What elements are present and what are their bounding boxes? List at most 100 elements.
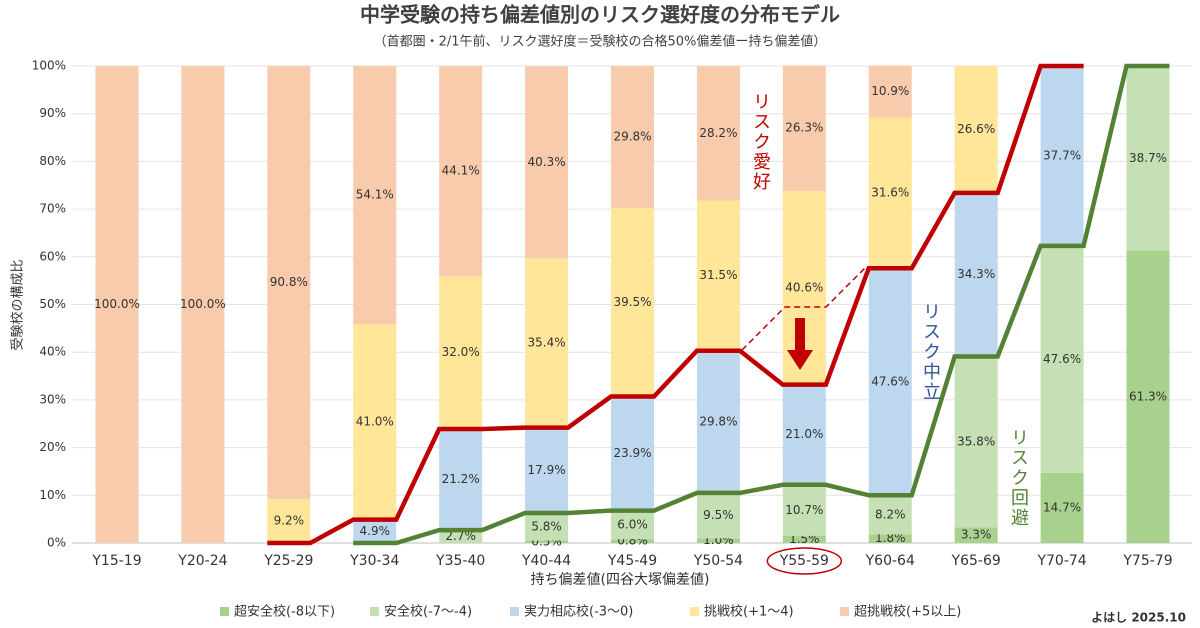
bar-segment <box>696 200 740 351</box>
y-tick-label: 80% <box>39 154 66 168</box>
legend-swatch <box>840 607 849 616</box>
bar-segment <box>353 66 397 325</box>
value-label: 10.7% <box>785 503 823 517</box>
bar-segment <box>1040 472 1084 543</box>
x-tick-label: Y45-49 <box>607 553 657 569</box>
value-label: 90.8% <box>270 275 308 289</box>
y-tick-label: 30% <box>39 392 66 406</box>
y-tick-label: 50% <box>39 297 66 311</box>
bar-segment <box>868 534 912 543</box>
bar-segment <box>353 519 397 543</box>
down-arrow <box>787 318 813 370</box>
bar-segment <box>611 66 654 209</box>
value-label: 17.9% <box>528 463 566 477</box>
legend-label: 超挑戦校(+5以上) <box>854 604 961 620</box>
dashed-guide <box>741 267 866 351</box>
legend-label: 安全校(-7〜-4) <box>384 604 472 620</box>
value-label: 35.4% <box>528 336 566 350</box>
x-tick-label: Y20-24 <box>177 553 227 569</box>
bar-segment <box>782 65 826 191</box>
risk-line <box>267 63 1084 546</box>
x-tick-label: Y50-54 <box>693 553 743 569</box>
bar-segment <box>267 66 311 500</box>
annotation: リスク回避 <box>1008 428 1029 528</box>
bar-segment <box>782 484 826 536</box>
value-label: 38.7% <box>1129 151 1167 165</box>
value-label: 9.5% <box>703 508 734 522</box>
bar-segment <box>1040 245 1084 473</box>
value-label: 40.6% <box>785 280 823 294</box>
value-label: 100.0% <box>180 297 226 311</box>
value-label: 23.9% <box>613 446 651 460</box>
credit: よはし 2025.10 <box>1091 611 1186 625</box>
y-tick-label: 10% <box>39 488 66 502</box>
value-label: 47.6% <box>1043 352 1081 366</box>
bar-segment <box>525 427 569 513</box>
bar-segment <box>353 324 397 520</box>
bar-segment <box>611 510 654 540</box>
value-label: 39.5% <box>613 295 651 309</box>
x-tick-label: Y35-40 <box>435 553 485 569</box>
legend-label: 超安全校(-8以下) <box>234 604 335 620</box>
risk-line <box>353 63 1170 546</box>
bar-segment <box>954 356 998 528</box>
value-label: 1.8% <box>875 531 906 545</box>
x-tick-label: Y75-79 <box>1122 553 1172 569</box>
value-label: 21.0% <box>785 427 823 441</box>
y-tick-label: 90% <box>39 106 66 120</box>
value-label: 44.1% <box>442 164 480 178</box>
value-label: 34.3% <box>957 267 995 281</box>
x-tick-label: Y65-69 <box>951 553 1001 569</box>
legend-label: 挑戦校(+1〜4) <box>704 604 794 620</box>
bar-segment <box>696 538 740 543</box>
annotation: リスク愛好 <box>750 92 771 192</box>
chart-subtitle: （首都圏・2/1午前、リスク選好度＝受験校の合格50%偏差値ー持ち偏差値） <box>374 34 827 50</box>
legend-swatch <box>510 607 519 616</box>
bar-segment <box>611 396 654 511</box>
bar-segment <box>868 65 912 118</box>
bar-segment <box>181 66 225 543</box>
bar-segment <box>439 66 483 277</box>
bar-segment <box>1040 66 1084 246</box>
y-tick-label: 60% <box>39 249 66 263</box>
bar-segment <box>1126 250 1170 543</box>
chart-title: 中学受験の持ち偏差値別のリスク選好度の分布モデル <box>360 3 840 27</box>
value-label: 37.7% <box>1043 148 1081 162</box>
value-label: 26.6% <box>957 122 995 136</box>
bar-segment <box>696 492 740 539</box>
bar-segment <box>439 530 483 543</box>
value-label: 14.7% <box>1043 500 1081 514</box>
legend-swatch <box>690 607 699 616</box>
bar-segment <box>868 495 912 535</box>
x-tick-label: Y55-59 <box>779 553 829 569</box>
value-label: 31.6% <box>871 185 909 199</box>
y-axis-title: 受験校の構成比 <box>10 259 26 350</box>
bar-segment <box>868 117 912 269</box>
x-tick-label: Y15-19 <box>91 553 141 569</box>
annotation: リスク中立 <box>920 302 941 402</box>
value-label: 26.3% <box>785 121 823 135</box>
value-label: 4.9% <box>360 524 391 538</box>
y-tick-label: 0% <box>47 536 66 550</box>
value-label: 61.3% <box>1129 389 1167 403</box>
x-tick-label: Y25-29 <box>263 553 313 569</box>
legend-label: 実力相応校(-3〜0) <box>524 604 633 620</box>
bar-segment <box>782 535 826 543</box>
bar-segment <box>439 428 483 531</box>
y-tick-label: 20% <box>39 440 66 454</box>
value-label: 5.8% <box>531 519 562 533</box>
legend-swatch <box>220 607 229 616</box>
x-tick-label: Y60-64 <box>865 553 915 569</box>
value-label: 28.2% <box>699 126 737 140</box>
value-label: 6.0% <box>617 517 648 531</box>
value-label: 3.3% <box>961 528 992 542</box>
value-label: 10.9% <box>871 84 909 98</box>
bar-segment <box>954 66 998 193</box>
y-tick-label: 100% <box>32 59 66 73</box>
value-label: 29.8% <box>613 130 651 144</box>
value-label: 100.0% <box>94 297 140 311</box>
bar-segment <box>611 208 654 397</box>
bar-segment <box>267 499 311 543</box>
bar-segment <box>525 512 569 541</box>
